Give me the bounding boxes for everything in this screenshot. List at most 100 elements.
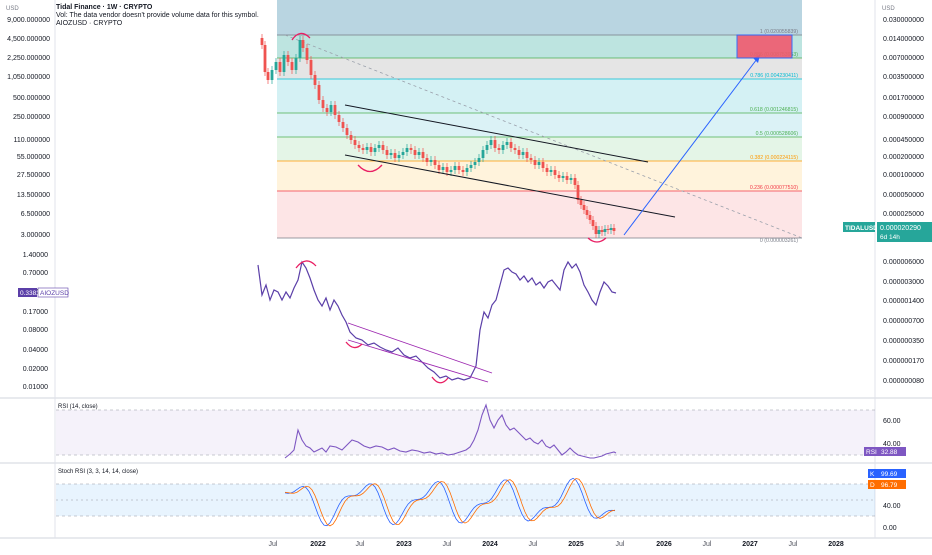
price-candle — [453, 166, 457, 170]
arc-annotation-low — [357, 164, 383, 173]
price-candle — [278, 62, 282, 72]
left-axis-tick: 500.000000 — [13, 95, 50, 102]
price-candle — [301, 40, 305, 48]
fib-band-top — [277, 0, 802, 35]
price-candle — [585, 210, 589, 215]
price-candle — [381, 145, 385, 150]
channel-upper-line — [344, 104, 649, 163]
price-candle — [365, 147, 369, 150]
aioz-line — [257, 260, 617, 381]
aioz-wedge-lower — [347, 339, 489, 383]
symbol-badge — [843, 222, 875, 232]
volume-note: Vol: The data vendor doesn't provide vol… — [56, 12, 259, 19]
aioz-left-tick: 0.08000 — [23, 327, 48, 334]
left-axis-tick: 2,250.000000 — [7, 55, 50, 62]
time-axis-label: 2028 — [828, 541, 844, 548]
fib-level-label: 0.382 (0.000224115) — [750, 155, 798, 161]
projection-arrow-line — [623, 54, 761, 236]
price-candle — [541, 162, 545, 168]
last-price-badge — [877, 222, 932, 242]
stoch-k-name: K — [870, 471, 875, 478]
stoch-right-tick: 0.00 — [883, 525, 897, 532]
aioz-left-tick: 0.02000 — [23, 366, 48, 373]
aioz-arc-top — [295, 260, 317, 269]
fib-band — [277, 35, 802, 58]
price-candle — [266, 72, 270, 80]
price-candle — [441, 167, 445, 170]
left-axis-tick: 4,500.000000 — [7, 36, 50, 43]
left-currency-label: USD — [6, 6, 19, 12]
price-candle — [263, 45, 267, 72]
price-candle — [517, 150, 521, 155]
last-price-value: 0.000020290 — [880, 225, 921, 232]
price-candle — [417, 152, 421, 155]
symbol-badge-label: TIDALUSD — [845, 225, 878, 232]
right-axis-tick: 0.007000000 — [883, 55, 924, 62]
price-candle — [537, 162, 541, 165]
stoch-d-line — [284, 478, 616, 527]
price-candle — [397, 155, 401, 158]
price-candle — [445, 167, 449, 172]
price-candle — [501, 145, 505, 150]
fib-level-label: 1 (0.020055839) — [760, 29, 798, 35]
price-candle — [377, 145, 381, 148]
price-candle — [405, 148, 409, 152]
left-axis-tick: 55.000000 — [17, 154, 50, 161]
price-candle — [509, 142, 513, 148]
price-candle — [603, 229, 607, 232]
price-candle — [353, 140, 357, 145]
stoch-title: Stoch RSI (3, 3, 14, 14, close) — [58, 469, 138, 475]
price-candle — [401, 152, 405, 155]
price-candle — [413, 150, 417, 155]
aioz-right-tick: 0.000006000 — [883, 259, 924, 266]
time-axis-label: 2026 — [656, 541, 672, 548]
stoch-d-name-badge — [868, 480, 878, 489]
price-candle — [373, 148, 377, 152]
price-candle — [341, 122, 345, 128]
price-candle — [270, 70, 274, 80]
right-axis-tick: 0.003500000 — [883, 74, 924, 81]
price-candle — [545, 168, 549, 172]
price-candles — [260, 34, 616, 238]
aioz-right-tick: 0.000003000 — [883, 279, 924, 286]
aioz-name-badge — [37, 287, 69, 298]
price-candle — [529, 158, 533, 160]
dashed-diagonal-trend — [284, 34, 803, 239]
price-candle — [600, 230, 604, 232]
price-candle — [549, 170, 553, 172]
aioz-right-tick: 0.000000350 — [883, 338, 924, 345]
aioz-right-tick: 0.000001400 — [883, 298, 924, 305]
aioz-right-tick: 0.000000700 — [883, 318, 924, 325]
price-candle — [321, 100, 325, 108]
price-candle — [521, 152, 525, 155]
stoch-d-value-badge — [878, 480, 906, 489]
price-candle — [385, 150, 389, 155]
price-candle — [393, 153, 397, 158]
aioz-right-tick: 0.000000080 — [883, 378, 924, 385]
price-candle — [313, 75, 317, 85]
price-candle — [525, 152, 529, 158]
rsi-line — [284, 403, 617, 459]
price-candle — [469, 165, 473, 168]
right-axis-tick: 0.000450000 — [883, 137, 924, 144]
price-candle — [305, 48, 309, 60]
price-candle — [465, 168, 469, 172]
aioz-left-tick: 0.17000 — [23, 309, 48, 316]
time-axis-label: 2022 — [310, 541, 326, 548]
price-candle — [325, 108, 329, 112]
price-candle — [329, 105, 333, 112]
price-candle — [489, 140, 493, 145]
price-candle — [477, 158, 481, 162]
time-axis-label: 2025 — [568, 541, 584, 548]
arc-annotation-bottom — [587, 237, 607, 243]
left-axis-tick: 110.000000 — [14, 137, 51, 144]
aioz-left-tick: 0.01000 — [23, 384, 48, 391]
price-candle — [606, 229, 610, 230]
target-box — [736, 34, 793, 59]
rsi-title: RSI (14, close) — [58, 404, 98, 410]
rsi-name: RSI — [866, 449, 877, 456]
channel-lower-line — [344, 154, 676, 218]
aioz-name: AIOZUSD — [40, 290, 69, 297]
